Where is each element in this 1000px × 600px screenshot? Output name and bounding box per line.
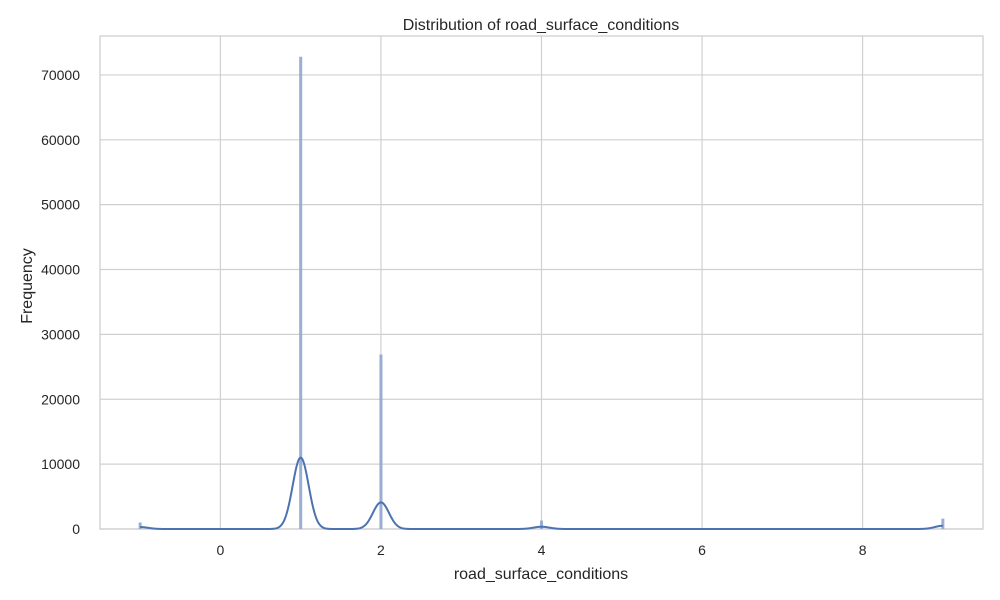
y-tick-label-3: 30000 bbox=[41, 326, 80, 342]
histogram-bar-3 bbox=[540, 520, 543, 529]
grid-layer bbox=[100, 36, 983, 530]
bars-layer bbox=[138, 56, 945, 529]
histogram-bar-4 bbox=[941, 518, 945, 529]
histogram-bar-1 bbox=[299, 56, 303, 529]
y-tick-label-7: 70000 bbox=[41, 67, 80, 83]
y-ticks-layer: 0 10000 20000 30000 40000 50000 60000 70000 bbox=[41, 67, 80, 537]
y-tick-label-0: 0 bbox=[72, 521, 80, 537]
x-tick-label-2: 4 bbox=[538, 542, 546, 558]
x-tick-label-4: 8 bbox=[859, 542, 867, 558]
kde-layer bbox=[140, 456, 943, 530]
x-ticks-layer: 0 2 4 6 8 bbox=[217, 542, 867, 558]
x-axis-label: road_surface_conditions bbox=[454, 566, 628, 583]
y-tick-label-6: 60000 bbox=[41, 132, 80, 148]
histogram-bar-2 bbox=[379, 354, 383, 529]
x-tick-label-3: 6 bbox=[698, 542, 706, 558]
histogram-bar-0 bbox=[138, 522, 142, 529]
x-tick-label-1: 2 bbox=[377, 542, 385, 558]
kde-curve bbox=[140, 456, 943, 530]
y-tick-label-5: 50000 bbox=[41, 197, 80, 213]
y-tick-label-4: 40000 bbox=[41, 262, 80, 278]
chart-title: Distribution of road_surface_conditions bbox=[403, 17, 680, 34]
y-axis-label: Frequency bbox=[19, 248, 36, 324]
x-tick-label-0: 0 bbox=[217, 542, 225, 558]
y-tick-label-1: 10000 bbox=[41, 456, 80, 472]
y-tick-label-2: 20000 bbox=[41, 391, 80, 407]
